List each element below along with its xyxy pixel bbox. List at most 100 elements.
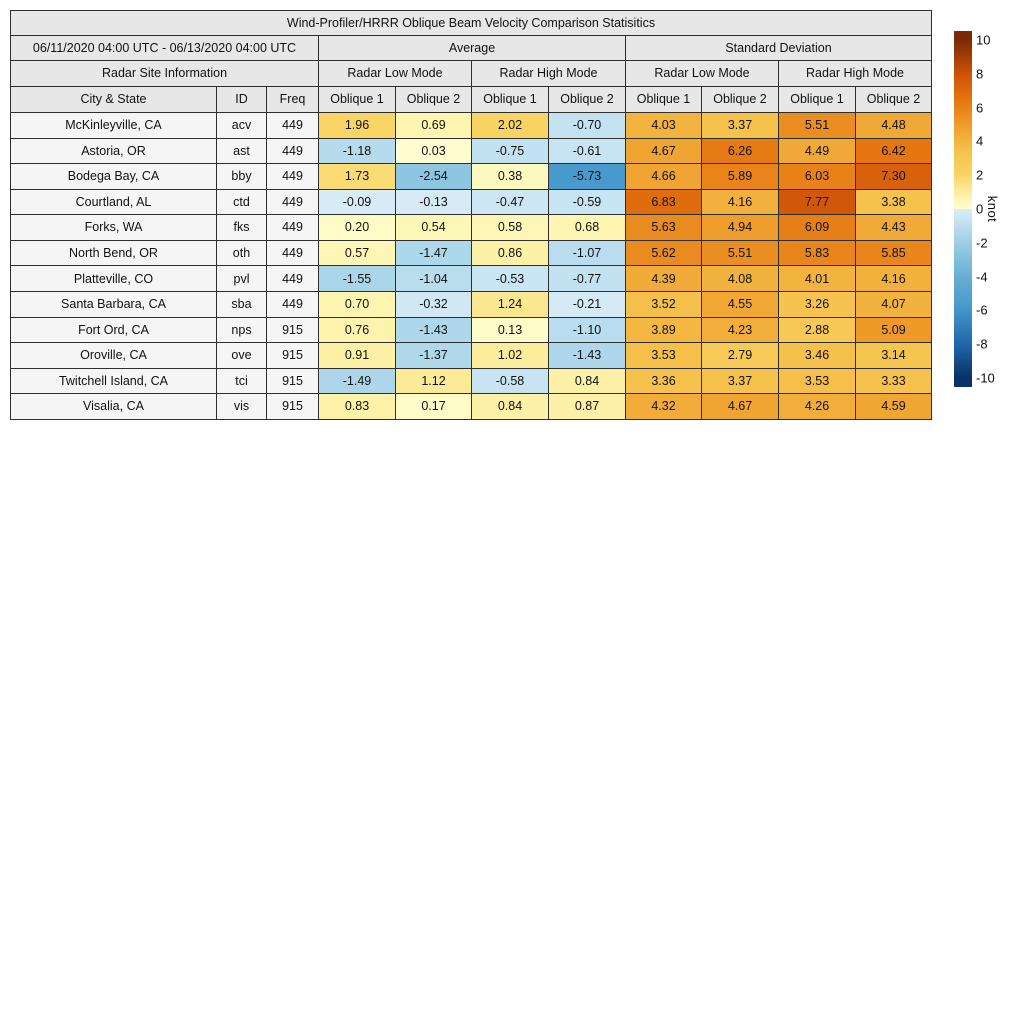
table-row: Twitchell Island, CA tci 915 -1.49 1.12 -0.58… [10,367,932,395]
value-cell: 3.89 [625,316,702,344]
site-id-cell: pvl [216,265,267,293]
value-cell: -1.07 [548,239,626,267]
value-cell: 6.26 [701,137,779,165]
value-cell: -5.73 [548,163,626,190]
value-cell: -1.43 [395,316,472,344]
colorbar-unit-label: knot [985,195,1000,223]
site-id-cell: oth [216,239,267,267]
value-cell: 7.77 [778,188,856,216]
value-cell: 6.09 [778,214,856,241]
value-cell: 4.66 [625,163,702,190]
value-cell: 0.91 [318,342,396,369]
value-cell: 1.96 [318,112,396,139]
value-cell: 4.01 [778,265,856,293]
value-cell: 1.24 [471,291,549,318]
colorbar-tick-label: 2 [976,167,984,183]
value-cell: 7.30 [855,163,932,190]
value-cell: 5.51 [778,112,856,139]
table-row: Santa Barbara, CA sba 449 0.70 -0.32 1.24 -0.2… [10,291,932,318]
value-cell: -1.49 [318,367,396,395]
value-cell: 2.88 [778,316,856,344]
site-id-cell: nps [216,316,267,344]
col-header-oblique2: Oblique 2 [548,86,626,113]
city-state-cell: Platteville, CO [10,265,217,293]
city-state-cell: Oroville, CA [10,342,217,369]
table-row: Bodega Bay, CA bby 449 1.73 -2.54 0.38 -5.73 4.… [10,163,932,190]
colorbar-tick-label: -10 [976,370,995,386]
freq-cell: 449 [266,188,319,216]
site-id-cell: ctd [216,188,267,216]
value-cell: 3.26 [778,291,856,318]
colorbar-tick-label: 10 [976,32,991,48]
city-state-cell: Forks, WA [10,214,217,241]
value-cell: 4.67 [625,137,702,165]
colorbar-tick-label: -6 [976,302,988,318]
colorbar-tick-label: -8 [976,336,988,352]
col-header-oblique1: Oblique 1 [625,86,702,113]
value-cell: 5.09 [855,316,932,344]
freq-cell: 915 [266,342,319,369]
value-cell: 3.38 [855,188,932,216]
value-cell: -0.32 [395,291,472,318]
city-state-cell: Astoria, OR [10,137,217,165]
freq-cell: 449 [266,137,319,165]
column-header-row: City & State ID Freq Oblique 1 Oblique 2… [10,86,932,113]
value-cell: 5.62 [625,239,702,267]
site-id-cell: ove [216,342,267,369]
value-cell: 3.14 [855,342,932,369]
mode-header-avg-high: Radar High Mode [471,60,626,87]
value-cell: 5.63 [625,214,702,241]
value-cell: 0.69 [395,112,472,139]
freq-cell: 449 [266,239,319,267]
table-row: Platteville, CO pvl 449 -1.55 -1.04 -0.53 -0.7… [10,265,932,293]
value-cell: 4.39 [625,265,702,293]
value-cell: 5.83 [778,239,856,267]
value-cell: 6.83 [625,188,702,216]
value-cell: -1.04 [395,265,472,293]
freq-cell: 915 [266,393,319,420]
col-header-city-state: City & State [10,86,217,113]
value-cell: 6.42 [855,137,932,165]
colorbar-tick-label: 8 [976,66,984,82]
table-row: Courtland, AL ctd 449 -0.09 -0.13 -0.47 -0.59 6… [10,188,932,216]
value-cell: 4.16 [701,188,779,216]
colorbar-tick-label: 6 [976,100,984,116]
site-id-cell: vis [216,393,267,420]
value-cell: -0.75 [471,137,549,165]
value-cell: -0.59 [548,188,626,216]
value-cell: -0.58 [471,367,549,395]
value-cell: 3.36 [625,367,702,395]
value-cell: 4.07 [855,291,932,318]
mode-header-std-low: Radar Low Mode [625,60,779,87]
city-state-cell: Bodega Bay, CA [10,163,217,190]
value-cell: 5.51 [701,239,779,267]
value-cell: 0.58 [471,214,549,241]
col-header-oblique1: Oblique 1 [778,86,856,113]
col-header-freq: Freq [266,86,319,113]
value-cell: 4.59 [855,393,932,420]
value-cell: 3.53 [625,342,702,369]
value-cell: -2.54 [395,163,472,190]
value-cell: 0.68 [548,214,626,241]
freq-cell: 449 [266,112,319,139]
table-row: McKinleyville, CA acv 449 1.96 0.69 2.02 -0.70… [10,112,932,139]
colorbar-tick-label: 0 [976,201,984,217]
site-id-cell: bby [216,163,267,190]
value-cell: 1.12 [395,367,472,395]
colorbar-tick-label: 4 [976,133,984,149]
title-row: Wind-Profiler/HRRR Oblique Beam Velocity… [10,10,932,36]
value-cell: 3.37 [701,367,779,395]
table-title: Wind-Profiler/HRRR Oblique Beam Velocity… [10,10,932,36]
value-cell: -1.18 [318,137,396,165]
value-cell: -0.47 [471,188,549,216]
value-cell: 3.37 [701,112,779,139]
value-cell: 0.84 [471,393,549,420]
value-cell: -0.70 [548,112,626,139]
city-state-cell: Fort Ord, CA [10,316,217,344]
value-cell: -1.47 [395,239,472,267]
value-cell: 0.86 [471,239,549,267]
table-row: Forks, WA fks 449 0.20 0.54 0.58 0.68 5.63 4.94 6… [10,214,932,241]
site-id-cell: sba [216,291,267,318]
value-cell: -0.77 [548,265,626,293]
